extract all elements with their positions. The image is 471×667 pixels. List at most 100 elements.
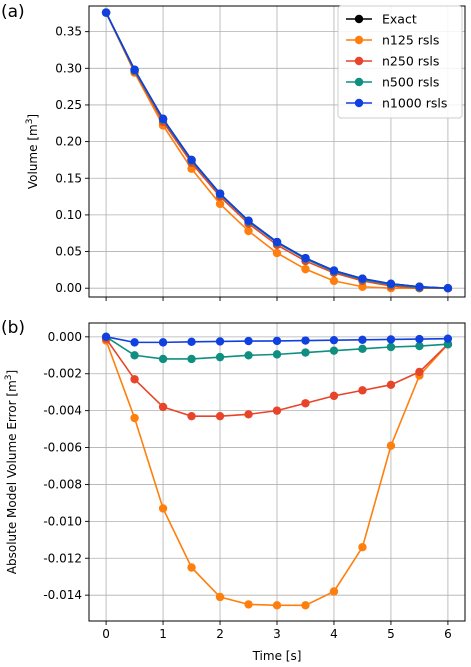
y-tick-label: -0.008 <box>43 477 82 491</box>
data-point <box>101 8 111 17</box>
y-tick-label: 0.05 <box>55 245 82 259</box>
data-point <box>101 332 111 342</box>
legend-swatch-marker <box>354 77 364 87</box>
data-point <box>386 342 396 352</box>
data-point <box>272 406 282 415</box>
data-point <box>244 336 253 346</box>
data-point <box>187 411 196 421</box>
data-point <box>187 155 196 165</box>
y-tick-label: -0.010 <box>43 514 82 528</box>
data-point <box>187 563 196 572</box>
legend-entry-label: n125 rsls <box>382 33 439 48</box>
data-point <box>158 504 168 513</box>
data-point <box>415 341 424 351</box>
data-point <box>301 348 310 357</box>
panel-a: 0.00 0.05 0.10 0.15 0.20 0.25 0.30 0.35 (a) Volum… <box>1 2 466 301</box>
data-point <box>329 346 339 355</box>
data-point <box>215 337 225 346</box>
legend-swatch-marker <box>354 35 364 45</box>
data-point <box>244 226 253 236</box>
data-point <box>301 336 310 345</box>
legend-entry-label: n1000 rsls <box>382 96 447 111</box>
data-point <box>329 266 339 275</box>
data-point <box>272 336 282 346</box>
data-point <box>272 350 282 359</box>
y-tick-label: 0.00 <box>55 281 82 295</box>
data-point <box>443 284 453 293</box>
data-point <box>329 391 339 401</box>
y-tick-label: 0.20 <box>55 135 82 149</box>
panel-label: (b) <box>1 318 25 338</box>
data-point <box>244 351 253 360</box>
y-tick-label: 0.35 <box>55 25 82 39</box>
legend-swatch-marker <box>354 56 364 66</box>
data-point <box>244 216 253 225</box>
data-point <box>386 279 396 289</box>
data-point <box>215 352 225 362</box>
data-point <box>358 344 367 354</box>
x-tick-label: 1 <box>159 627 167 641</box>
data-point <box>358 335 367 344</box>
data-point <box>158 402 168 412</box>
legend-swatch-marker <box>354 14 364 24</box>
y-tick-label: 0.000 <box>48 330 82 344</box>
data-point <box>187 354 196 364</box>
y-tick-label: 0.15 <box>55 171 82 185</box>
y-tick-label: 0.10 <box>55 208 82 222</box>
data-point <box>386 335 396 344</box>
data-point <box>158 114 168 124</box>
y-tick-label: 0.30 <box>55 61 82 75</box>
data-point <box>244 600 253 609</box>
data-point <box>187 337 196 347</box>
data-point <box>443 334 453 343</box>
y-axis-label: Volume [m3] <box>25 114 40 189</box>
data-point <box>301 399 310 408</box>
data-point <box>158 338 168 347</box>
data-point <box>215 199 225 209</box>
legend-entry-label: n500 rsls <box>382 75 439 90</box>
data-point <box>130 351 139 360</box>
data-point <box>215 189 225 198</box>
y-tick-label: -0.012 <box>43 551 82 565</box>
data-point <box>301 601 310 610</box>
data-point <box>415 282 424 291</box>
y-tick-label: -0.014 <box>43 588 82 602</box>
data-point <box>272 237 282 247</box>
data-point <box>215 411 225 421</box>
data-point <box>244 410 253 419</box>
panel-b: 0 1 2 3 4 5 6 0.000 -0.002 -0.004 -0.006 -0.008 -0.0… <box>1 318 466 663</box>
x-tick-label: 4 <box>330 627 338 641</box>
data-point <box>130 413 139 423</box>
data-point <box>187 164 196 173</box>
data-point <box>358 274 367 283</box>
x-tick-label: 3 <box>273 627 281 641</box>
legend-swatch-marker <box>354 98 364 108</box>
data-point <box>272 248 282 258</box>
data-point <box>301 264 310 274</box>
y-tick-label: -0.006 <box>43 441 82 455</box>
legend-entry-label: Exact <box>382 12 417 27</box>
data-point <box>215 592 225 602</box>
x-tick-label: 0 <box>102 627 110 641</box>
data-point <box>130 65 139 74</box>
data-point <box>415 334 424 344</box>
data-point <box>386 441 396 450</box>
y-tick-label: -0.002 <box>43 367 82 381</box>
data-point <box>130 338 139 347</box>
data-point <box>158 354 168 364</box>
data-point <box>329 587 339 596</box>
data-point <box>272 601 282 610</box>
legend-box <box>337 5 463 119</box>
legend-entry-label: n250 rsls <box>382 54 439 69</box>
panel-label: (a) <box>1 2 25 22</box>
x-tick-label: 5 <box>387 627 395 641</box>
data-point <box>130 375 139 384</box>
data-point <box>415 367 424 377</box>
data-point <box>358 386 367 395</box>
y-axis-label: Absolute Model Volume Error [m3] <box>4 370 19 574</box>
x-tick-label: 6 <box>444 627 452 641</box>
data-point <box>358 282 367 291</box>
x-axis-label: Time [s] <box>252 649 302 663</box>
data-point <box>329 335 339 345</box>
